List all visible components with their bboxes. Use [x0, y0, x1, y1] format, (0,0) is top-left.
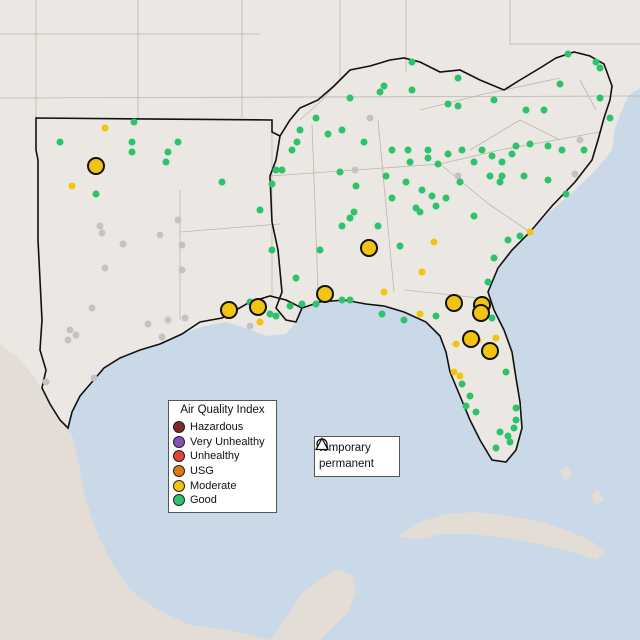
us-land — [0, 0, 640, 462]
usg-swatch — [173, 465, 185, 478]
very-unhealthy-swatch — [173, 435, 185, 448]
temporary-label: temporary — [319, 442, 371, 454]
type-row-permanent: permanent — [315, 437, 395, 472]
mexico-land — [0, 344, 270, 640]
legend-row-hazardous: Hazardous — [173, 420, 272, 435]
legend-row-usg: USG — [173, 464, 272, 479]
hazardous-swatch — [173, 421, 185, 434]
permanent-label: permanent — [319, 458, 374, 470]
legend-label-good: Good — [190, 494, 217, 507]
legend-row-good: Good — [173, 493, 272, 508]
good-monitors — [56, 50, 614, 452]
bahamas-land — [560, 466, 604, 504]
legend-label-usg: USG — [190, 465, 214, 478]
legend-row-unhealthy: Unhealthy — [173, 449, 272, 464]
legend-title: Air Quality Index — [180, 404, 265, 416]
gray-monitors — [42, 114, 584, 386]
moderate-swatch — [173, 479, 185, 492]
moderate-temporary-monitors[interactable] — [87, 157, 499, 360]
legend-row-very-unhealthy: Very Unhealthy — [173, 435, 272, 450]
legend-label-very-unhealthy: Very Unhealthy — [190, 435, 265, 448]
legend-label-unhealthy: Unhealthy — [190, 450, 240, 463]
triangle-icon — [315, 437, 330, 451]
legend-label-hazardous: Hazardous — [190, 421, 244, 434]
legend-label-moderate: Moderate — [190, 479, 237, 492]
good-swatch — [173, 494, 185, 507]
yucatan-land — [270, 570, 356, 640]
highlight-outline-west — [35, 117, 304, 430]
aqi-legend: Air Quality Index Hazardous Very Unhealt… — [168, 400, 277, 513]
monitor-type-legend: temporary permanent — [314, 436, 400, 477]
legend-row-moderate: Moderate — [173, 478, 272, 493]
cuba-land — [398, 512, 606, 560]
state-borders — [0, 0, 640, 320]
unhealthy-swatch — [173, 450, 185, 463]
